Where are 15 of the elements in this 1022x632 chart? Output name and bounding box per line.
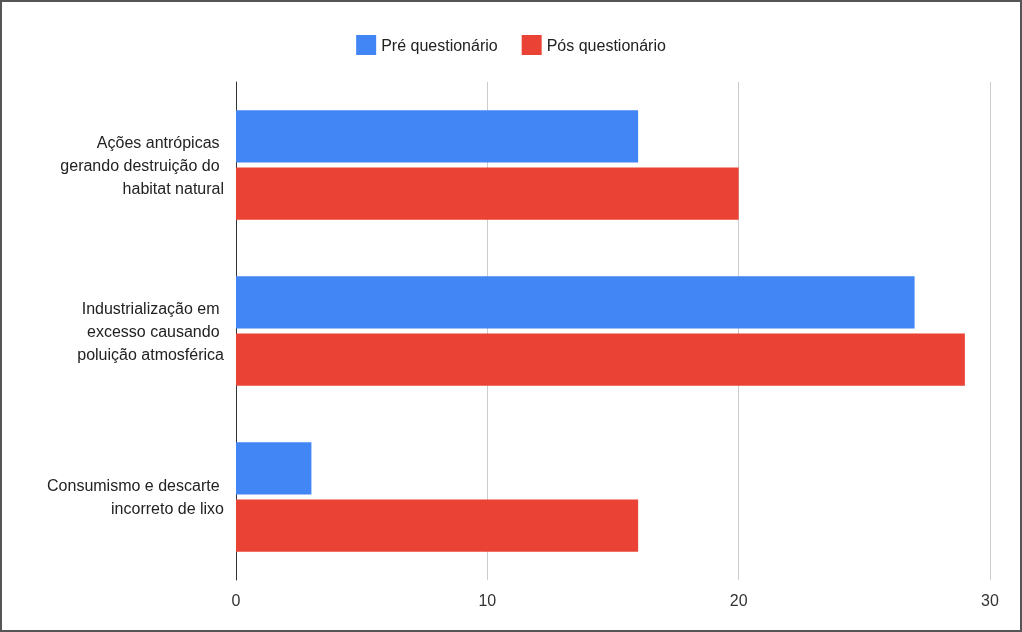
- x-tick-label: 30: [981, 591, 999, 609]
- bar: [236, 442, 312, 495]
- bar: [236, 333, 965, 386]
- y-tick-label: Industrialização em excesso causando poluição atmosférica: [77, 299, 225, 363]
- bar: [236, 276, 915, 329]
- x-tick-label: 20: [729, 591, 748, 609]
- legend-label: Pré questionário: [381, 36, 498, 54]
- x-tick-label: 0: [231, 591, 241, 609]
- bar: [236, 499, 639, 552]
- legend-label: Pós questionário: [546, 36, 666, 54]
- y-tick-label: Consumismo e descarte incorreto de lixo: [47, 477, 225, 517]
- bar: [236, 167, 739, 220]
- bar: [236, 110, 639, 163]
- x-tick-label: 10: [478, 591, 497, 609]
- y-tick-label: Ações antrópicas gerando destruição do habitat natural: [60, 133, 224, 197]
